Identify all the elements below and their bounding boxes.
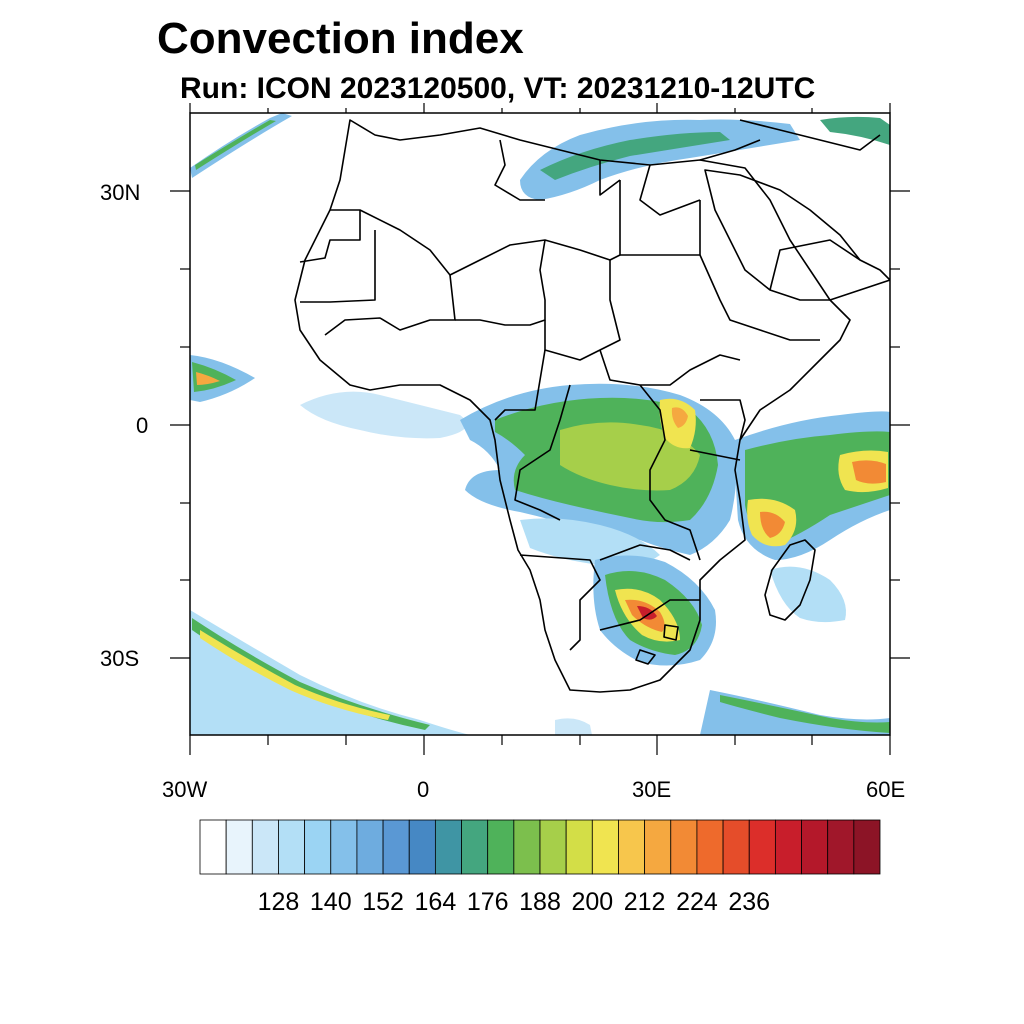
colorbar-swatch [853, 819, 881, 875]
colorbar-swatch [382, 819, 410, 875]
colorbar [199, 819, 881, 875]
colorbar-label: 212 [623, 888, 666, 916]
lat-label-30s: 30S [100, 646, 140, 671]
colorbar-swatch [408, 819, 436, 875]
colorbar-swatch [461, 819, 489, 875]
colorbar-label: 236 [728, 888, 771, 916]
coastlines-borders [294, 119, 890, 693]
colorbar-swatch [304, 819, 332, 875]
colorbar-swatch [618, 819, 646, 875]
colorbar-swatch [774, 819, 802, 875]
colorbar-label: 176 [466, 888, 509, 916]
colorbar-swatch [748, 819, 776, 875]
map-frame [189, 112, 891, 736]
madagascar-coastline [764, 539, 816, 621]
colorbar-label: 188 [519, 888, 561, 916]
lon-label-60e: 60E [866, 777, 906, 802]
colorbar-swatch [539, 819, 567, 875]
colorbar-label: 140 [309, 888, 352, 916]
chart-title: Convection index [157, 14, 524, 63]
colorbar-swatch [356, 819, 384, 875]
colorbar-swatch [722, 819, 750, 875]
chart-subtitle: Run: ICON 2023120500, VT: 20231210-12UTC [180, 72, 816, 105]
colorbar-swatch [696, 819, 724, 875]
lon-label-30e: 30E [632, 777, 672, 802]
colorbar-swatch [199, 819, 227, 875]
colorbar-swatch [513, 819, 541, 875]
colorbar-swatch [487, 819, 515, 875]
colorbar-label: 164 [414, 888, 457, 916]
axis-ticks [170, 103, 910, 755]
colorbar-swatch [565, 819, 593, 875]
colorbar-label: 200 [571, 888, 614, 916]
colorbar-label: 128 [257, 888, 300, 916]
colorbar-swatch [225, 819, 253, 875]
colorbar-label: 152 [362, 888, 404, 916]
convection-field [190, 113, 890, 735]
lat-label-30n: 30N [100, 180, 141, 205]
colorbar-swatch [278, 819, 306, 875]
colorbar-swatch [330, 819, 358, 875]
colorbar-swatch [670, 819, 698, 875]
colorbar-swatch [591, 819, 619, 875]
lat-label-0: 0 [136, 413, 149, 438]
colorbar-swatch [827, 819, 855, 875]
lon-label-0: 0 [417, 777, 430, 802]
colorbar-swatch [801, 819, 829, 875]
colorbar-label: 224 [676, 888, 718, 916]
colorbar-swatch [434, 819, 462, 875]
colorbar-swatch [251, 819, 279, 875]
lon-label-30w: 30W [162, 777, 208, 802]
colorbar-swatch [644, 819, 672, 875]
arabia-coastline [704, 169, 890, 301]
